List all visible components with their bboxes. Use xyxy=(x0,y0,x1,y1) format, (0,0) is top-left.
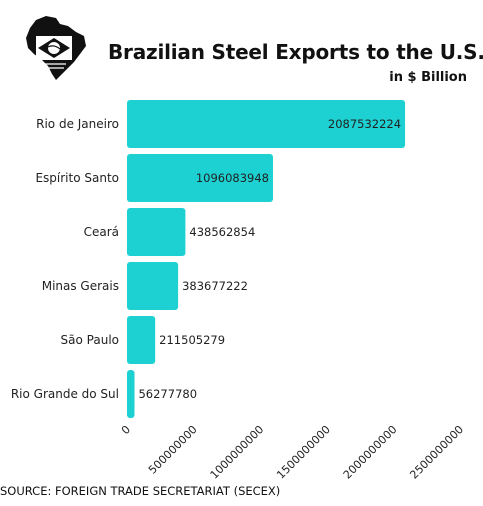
chart-title: Brazilian Steel Exports to the U.S. xyxy=(108,40,483,64)
category-label: Rio Grande do Sul xyxy=(11,387,119,401)
x-tick-label: 2000000000 xyxy=(341,423,400,482)
bar xyxy=(127,370,135,418)
bar xyxy=(127,208,186,256)
brazil-map-flag-icon xyxy=(26,16,86,80)
data-label: 383677222 xyxy=(182,279,248,293)
x-tick-label: 2500000000 xyxy=(407,423,466,482)
category-label: Ceará xyxy=(84,225,119,239)
category-label: Minas Gerais xyxy=(42,279,119,293)
data-label: 1096083948 xyxy=(196,171,269,185)
chart-subtitle: in $ Billion xyxy=(389,70,467,85)
data-label: 56277780 xyxy=(138,387,197,401)
category-label: Espírito Santo xyxy=(35,171,119,185)
bar xyxy=(127,100,406,148)
x-tick-label: 500000000 xyxy=(146,423,200,477)
bar xyxy=(127,154,273,202)
x-tick-label: 0 xyxy=(119,423,133,437)
category-label: São Paulo xyxy=(61,333,119,347)
data-label: 438562854 xyxy=(189,225,255,239)
x-tick-label: 1500000000 xyxy=(274,423,333,482)
x-tick-label: 1000000000 xyxy=(208,423,267,482)
data-label: 2087532224 xyxy=(328,117,401,131)
category-label: Rio de Janeiro xyxy=(36,117,119,131)
bar xyxy=(127,262,179,310)
source-note: SOURCE: FOREIGN TRADE SECRETARIAT (SECEX… xyxy=(0,484,281,498)
bar xyxy=(127,316,156,364)
data-label: 211505279 xyxy=(159,333,225,347)
